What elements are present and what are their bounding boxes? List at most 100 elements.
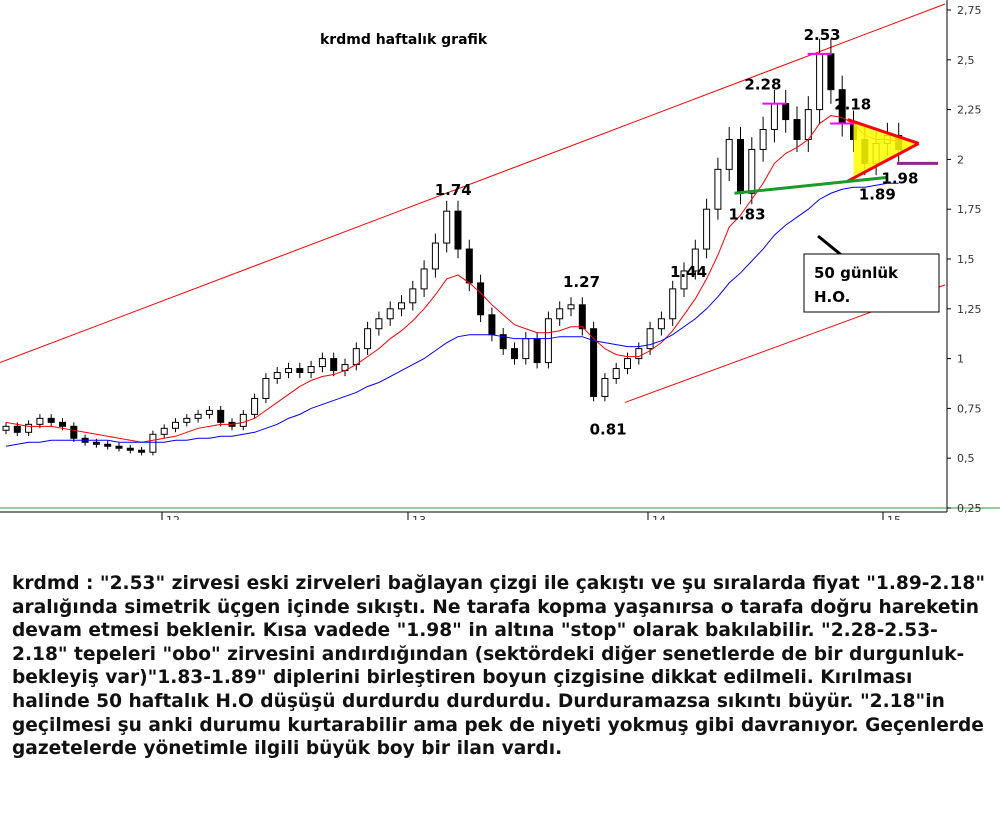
candle-body — [669, 288, 677, 320]
annotation-label: 2.28 — [744, 76, 781, 94]
candle-body — [635, 348, 643, 360]
candle-body — [36, 417, 44, 425]
candle-body — [285, 368, 292, 374]
candle-body — [375, 318, 383, 330]
candle-body — [262, 378, 270, 399]
candle-body — [398, 302, 405, 310]
candle-body — [556, 308, 564, 320]
chart-title: krdmd haftalık grafik — [320, 32, 488, 48]
candle-body — [92, 441, 100, 445]
candle-body — [2, 425, 10, 431]
candle-body — [770, 103, 778, 131]
candle-body — [522, 338, 530, 360]
candle-body — [318, 358, 326, 368]
x-tick-label: 15 — [887, 514, 901, 520]
candle-body — [827, 53, 835, 91]
y-tick-label: 0,25 — [957, 502, 982, 515]
candle-body — [714, 168, 722, 210]
candle-body — [612, 368, 620, 380]
y-tick-label: 1 — [957, 353, 964, 366]
candle-body — [149, 433, 157, 453]
candle-body — [646, 328, 654, 350]
candle-body — [488, 314, 496, 336]
candle-body — [691, 248, 699, 272]
candle-body — [499, 334, 507, 350]
candle-body — [578, 304, 586, 330]
candle-body — [816, 53, 824, 111]
candle-body — [725, 138, 733, 170]
moving-average-line-2 — [5, 182, 899, 447]
candle-body — [680, 270, 688, 290]
candle-body — [352, 348, 360, 366]
candle-body — [330, 358, 338, 372]
candle-body — [443, 210, 451, 244]
annotation-label: 1.98 — [881, 169, 918, 187]
y-tick-label: 0,75 — [957, 402, 982, 415]
candle-body — [420, 268, 428, 290]
candle-body — [239, 413, 247, 427]
annotation-label: 1.89 — [859, 185, 896, 203]
candle-body — [104, 443, 112, 447]
upper-trendline — [0, 3, 946, 364]
triangle-lower-line — [846, 142, 920, 183]
commentary-text: krdmd : "2.53" zirvesi eski zirveleri ba… — [12, 573, 992, 760]
candle-body — [183, 417, 191, 423]
candle-body — [364, 328, 372, 350]
x-tick-label: 13 — [412, 514, 426, 520]
candle-body — [115, 445, 123, 449]
candle-body — [126, 447, 134, 451]
annotation-label: 1.83 — [729, 205, 766, 223]
callout-box — [803, 253, 940, 313]
candle-body — [804, 109, 812, 140]
callout-text: H.O. — [814, 288, 850, 306]
candle-body — [624, 358, 631, 370]
y-tick-label: 1,75 — [957, 203, 982, 216]
y-tick-label: 1,5 — [957, 253, 975, 266]
y-tick-label: 1,25 — [957, 303, 982, 316]
candle-body — [307, 366, 315, 374]
neckline — [734, 175, 888, 195]
candle-body — [172, 421, 179, 429]
candle-body — [13, 425, 21, 433]
annotation-label: 1.74 — [435, 181, 472, 199]
candle-body — [544, 318, 552, 364]
candle-body — [590, 328, 598, 397]
annotation-label: 1.27 — [563, 273, 600, 291]
triangle-fill — [853, 121, 917, 180]
x-tick-label: 14 — [652, 514, 666, 520]
candle-body — [454, 210, 462, 250]
candle-body — [194, 413, 202, 419]
annotation-label: 1.44 — [670, 263, 707, 281]
y-tick-label: 0,5 — [957, 452, 975, 465]
candle-body — [296, 368, 304, 374]
y-tick-label: 2 — [957, 153, 964, 166]
callout-text: 50 günlük — [814, 264, 899, 282]
annotation-label: 0.81 — [590, 420, 627, 438]
candle-body — [59, 421, 66, 427]
candle-body — [793, 119, 801, 140]
candle-body — [409, 288, 417, 304]
y-tick-label: 2,5 — [957, 54, 975, 67]
candle-body — [657, 318, 665, 330]
triangle-upper-line — [847, 118, 920, 145]
x-tick-label: 12 — [166, 514, 180, 520]
candle-body — [782, 103, 790, 121]
annotation-label: 2.53 — [804, 26, 841, 44]
candle-body — [431, 242, 439, 270]
candle-body — [511, 348, 518, 360]
candle-body — [25, 423, 33, 433]
candle-body — [477, 282, 485, 316]
candle-body — [567, 304, 575, 310]
candle-body — [386, 308, 394, 320]
price-chart: 2,75 2,5 2,25 2 1,75 1,5 1,25 1 0,75 0,5 0,25 12 13 1… — [0, 0, 1000, 520]
candle-body — [251, 397, 259, 415]
annotation-label: 2.18 — [834, 96, 871, 114]
candle-body — [47, 417, 55, 423]
y-tick-label: 2,75 — [957, 4, 982, 17]
candle-body — [273, 372, 281, 380]
chart-panel: 2,75 2,5 2,25 2 1,75 1,5 1,25 1 0,75 0,5 0,25 12 13 1… — [0, 0, 1000, 520]
candle-body — [703, 208, 711, 250]
candle-body — [138, 449, 146, 453]
candle-body — [533, 338, 541, 364]
moving-average-line-1 — [5, 115, 899, 443]
